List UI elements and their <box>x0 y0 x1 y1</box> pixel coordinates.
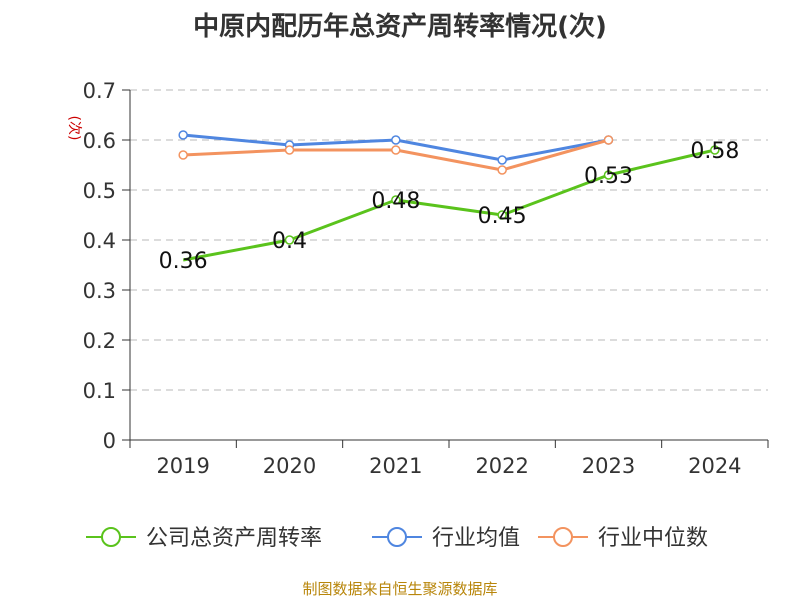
series-point[interactable] <box>284 235 295 245</box>
series-point[interactable] <box>497 210 507 220</box>
y-tick-label: 0.5 <box>83 179 116 203</box>
series-point[interactable] <box>178 130 188 140</box>
series-point[interactable] <box>497 155 507 165</box>
y-tick-label: 0.1 <box>83 379 116 403</box>
y-tick-label: 0 <box>103 429 116 453</box>
series-point[interactable] <box>603 170 614 180</box>
chart-title: 中原内配历年总资产周转率情况(次) <box>193 12 607 42</box>
x-tick-label: 2024 <box>688 454 741 478</box>
series-point[interactable] <box>497 165 507 175</box>
data-label-layer: 0.36 0.4 0.48 0.45 0.53 0.58 <box>159 139 740 274</box>
x-tick-label: 2023 <box>582 454 635 478</box>
legend-label: 行业中位数 <box>598 526 708 551</box>
grid-layer <box>130 89 768 391</box>
data-label: 0.4 <box>272 229 307 254</box>
series-layer <box>178 130 720 262</box>
series-point[interactable] <box>391 195 401 205</box>
data-label: 0.48 <box>371 189 420 214</box>
series-point[interactable] <box>710 145 720 155</box>
data-label: 0.53 <box>584 164 633 189</box>
x-tick-label: 2020 <box>263 454 316 478</box>
y-axis-label: (次) <box>66 116 82 141</box>
legend-label: 行业均值 <box>432 526 520 551</box>
legend-label: 公司总资产周转率 <box>146 526 322 551</box>
legend-swatch-marker <box>101 527 121 547</box>
x-tick-label: 2019 <box>156 454 209 478</box>
legend-item[interactable]: 行业中位数 <box>538 526 708 551</box>
series-line <box>182 148 716 262</box>
series-point[interactable] <box>284 145 295 155</box>
series-point[interactable] <box>603 135 614 145</box>
y-tick-label: 0.4 <box>83 229 116 253</box>
legend-item[interactable]: 行业均值 <box>372 526 520 551</box>
y-tick-label: 0.2 <box>83 329 116 353</box>
legend-swatch-marker <box>553 527 573 547</box>
series-point[interactable] <box>391 135 401 145</box>
y-tick-label: 0.6 <box>83 129 116 153</box>
legend[interactable]: 公司总资产周转率 行业均值 行业中位数 <box>86 526 708 551</box>
legend-item[interactable]: 公司总资产周转率 <box>86 526 322 551</box>
x-tick-label: 2021 <box>369 454 422 478</box>
chart-source: 制图数据来自恒生聚源数据库 <box>302 580 498 598</box>
data-label: 0.58 <box>690 139 739 164</box>
series-point[interactable] <box>391 145 401 155</box>
data-label: 0.45 <box>478 204 527 229</box>
axis-layer: 0 0.1 0.2 0.3 0.4 0.5 0.6 0.7 2019 2020 2021 2022 20… <box>83 79 769 478</box>
y-tick-label: 0.3 <box>83 279 116 303</box>
x-tick-label: 2022 <box>475 454 528 478</box>
y-tick-label: 0.7 <box>83 79 116 103</box>
data-label: 0.36 <box>159 249 208 274</box>
legend-swatch-marker <box>387 527 407 547</box>
series-point[interactable] <box>178 150 188 160</box>
